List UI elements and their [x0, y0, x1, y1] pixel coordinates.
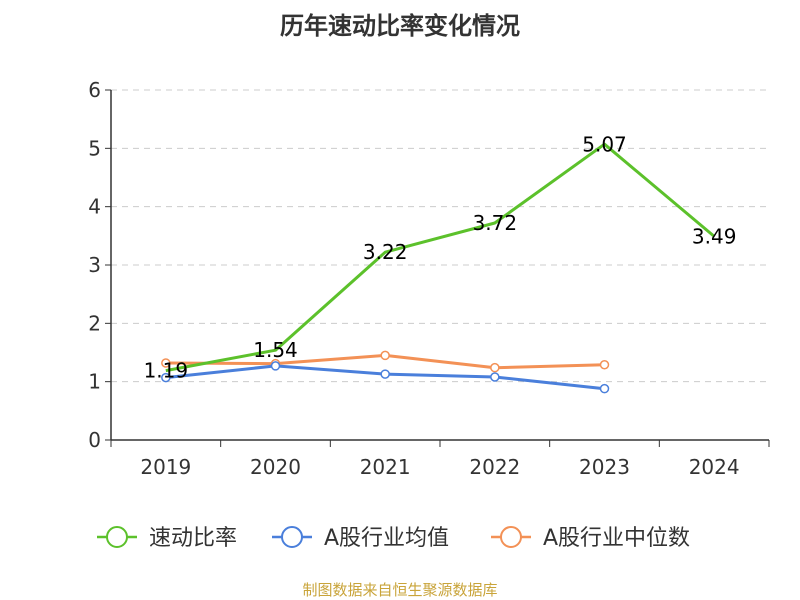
data-label: 3.49	[692, 224, 737, 248]
legend-label: A股行业均值	[324, 526, 449, 551]
axes: 0 1 2 3 4 5 6 2019 2020 2021 2022 2023 2024	[88, 78, 770, 479]
x-tick-label-2023: 2023	[579, 455, 630, 479]
legend-circle-icon	[281, 526, 303, 548]
data-label: 5.07	[582, 132, 627, 156]
data-label: 1.19	[144, 359, 189, 383]
x-tick-label-2024: 2024	[689, 455, 740, 479]
legend-item-2[interactable]: A股行业中位数	[491, 526, 690, 551]
legend[interactable]: 速动比率 A股行业均值 A股行业中位数	[97, 526, 690, 551]
gridlines	[111, 89, 769, 383]
data-point[interactable]	[490, 372, 500, 382]
legend-label: 速动比率	[149, 526, 237, 551]
data-point[interactable]	[161, 372, 171, 383]
data-labels: 1.19 1.54 3.22 3.72 5.07 3.49	[144, 132, 737, 382]
y-tick-label: 5	[88, 136, 101, 160]
data-label: 3.22	[363, 240, 408, 264]
data-point[interactable]	[380, 369, 390, 379]
x-tick-label-2020: 2020	[250, 455, 301, 479]
y-tick-label: 6	[88, 78, 101, 102]
data-label: 3.72	[473, 211, 518, 235]
data-point[interactable]	[490, 362, 500, 373]
legend-circle-icon	[106, 526, 128, 548]
x-tick-label-2022: 2022	[469, 455, 520, 479]
data-point[interactable]	[599, 360, 610, 370]
data-point[interactable]	[270, 361, 281, 371]
legend-circle-icon	[500, 526, 522, 548]
legend-label: A股行业中位数	[543, 526, 690, 551]
data-point[interactable]	[161, 358, 171, 368]
data-point[interactable]	[599, 383, 610, 394]
y-tick-label: 3	[88, 253, 101, 277]
series-line-0	[165, 142, 716, 373]
x-tick-label-2019: 2019	[140, 455, 191, 479]
series-lines	[161, 142, 716, 394]
y-tick-label: 0	[88, 428, 101, 452]
y-tick-label: 4	[88, 195, 101, 219]
data-point[interactable]	[380, 350, 390, 361]
y-tick-label: 2	[88, 311, 101, 335]
data-label: 1.54	[253, 338, 298, 362]
y-tick-label: 1	[88, 370, 101, 394]
chart-title: 历年速动比率变化情况	[280, 12, 520, 40]
legend-item-1[interactable]: A股行业均值	[272, 526, 449, 551]
legend-item-0[interactable]: 速动比率	[97, 526, 237, 551]
x-tick-label-2021: 2021	[360, 455, 411, 479]
source-note: 制图数据来自恒生聚源数据库	[302, 581, 498, 599]
